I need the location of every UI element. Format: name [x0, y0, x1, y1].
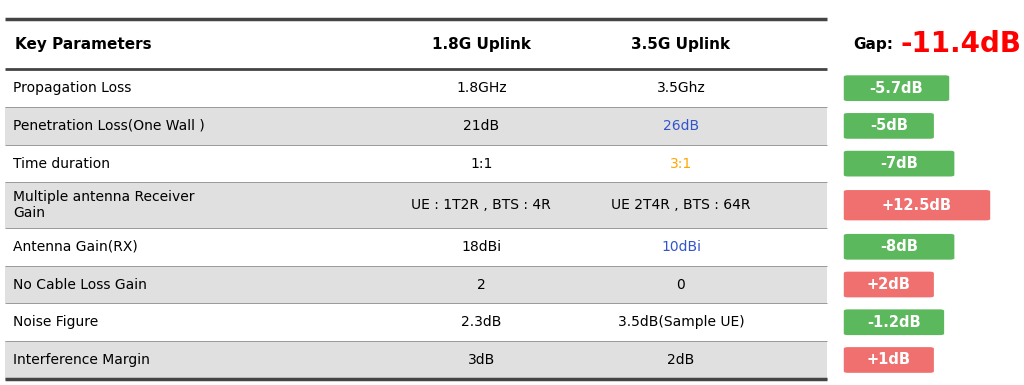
FancyBboxPatch shape: [844, 310, 944, 335]
Text: +12.5dB: +12.5dB: [882, 198, 952, 213]
Text: Propagation Loss: Propagation Loss: [13, 81, 132, 95]
Text: No Cable Loss Gain: No Cable Loss Gain: [13, 278, 147, 291]
Text: Interference Margin: Interference Margin: [13, 353, 151, 367]
FancyBboxPatch shape: [5, 228, 827, 266]
Text: UE 2T4R , BTS : 64R: UE 2T4R , BTS : 64R: [611, 198, 751, 212]
Text: 1.8GHz: 1.8GHz: [456, 81, 507, 95]
FancyBboxPatch shape: [844, 347, 934, 373]
Text: 26dB: 26dB: [663, 119, 699, 133]
Text: 21dB: 21dB: [463, 119, 500, 133]
Text: 2dB: 2dB: [668, 353, 694, 367]
FancyBboxPatch shape: [5, 182, 827, 228]
FancyBboxPatch shape: [844, 272, 934, 297]
Text: Penetration Loss(One Wall ): Penetration Loss(One Wall ): [13, 119, 205, 133]
FancyBboxPatch shape: [844, 234, 954, 259]
FancyBboxPatch shape: [844, 75, 949, 101]
Text: 2: 2: [477, 278, 485, 291]
FancyBboxPatch shape: [844, 113, 934, 139]
FancyBboxPatch shape: [5, 69, 827, 107]
Text: 3.5dB(Sample UE): 3.5dB(Sample UE): [617, 315, 744, 329]
Text: -8dB: -8dB: [881, 239, 918, 254]
Text: 3.5Ghz: 3.5Ghz: [656, 81, 706, 95]
FancyBboxPatch shape: [5, 303, 827, 341]
Text: Antenna Gain(RX): Antenna Gain(RX): [13, 240, 138, 254]
Text: Noise Figure: Noise Figure: [13, 315, 98, 329]
FancyBboxPatch shape: [5, 107, 827, 145]
Text: 0: 0: [677, 278, 685, 291]
FancyBboxPatch shape: [5, 145, 827, 182]
FancyBboxPatch shape: [5, 266, 827, 303]
FancyBboxPatch shape: [5, 341, 827, 379]
Text: Key Parameters: Key Parameters: [15, 37, 152, 52]
Text: 18dBi: 18dBi: [461, 240, 502, 254]
Text: -1.2dB: -1.2dB: [867, 315, 921, 330]
Text: Multiple antenna Receiver
Gain: Multiple antenna Receiver Gain: [13, 190, 195, 220]
Text: -5dB: -5dB: [870, 119, 907, 133]
Text: 3dB: 3dB: [468, 353, 495, 367]
Text: 10dBi: 10dBi: [660, 240, 701, 254]
Text: Time duration: Time duration: [13, 157, 111, 171]
Text: +1dB: +1dB: [867, 353, 910, 367]
Text: UE : 1T2R , BTS : 4R: UE : 1T2R , BTS : 4R: [412, 198, 551, 212]
FancyBboxPatch shape: [844, 151, 954, 176]
Text: 1.8G Uplink: 1.8G Uplink: [432, 37, 530, 52]
Text: -11.4dB: -11.4dB: [901, 30, 1022, 58]
Text: 3:1: 3:1: [670, 157, 692, 171]
Text: Gap:: Gap:: [853, 37, 893, 52]
Text: -5.7dB: -5.7dB: [869, 81, 924, 95]
Text: 3.5G Uplink: 3.5G Uplink: [632, 37, 730, 52]
FancyBboxPatch shape: [5, 19, 827, 69]
FancyBboxPatch shape: [844, 190, 990, 220]
Text: 2.3dB: 2.3dB: [461, 315, 502, 329]
Text: +2dB: +2dB: [867, 277, 910, 292]
Text: 1:1: 1:1: [470, 157, 493, 171]
Text: -7dB: -7dB: [881, 156, 918, 171]
